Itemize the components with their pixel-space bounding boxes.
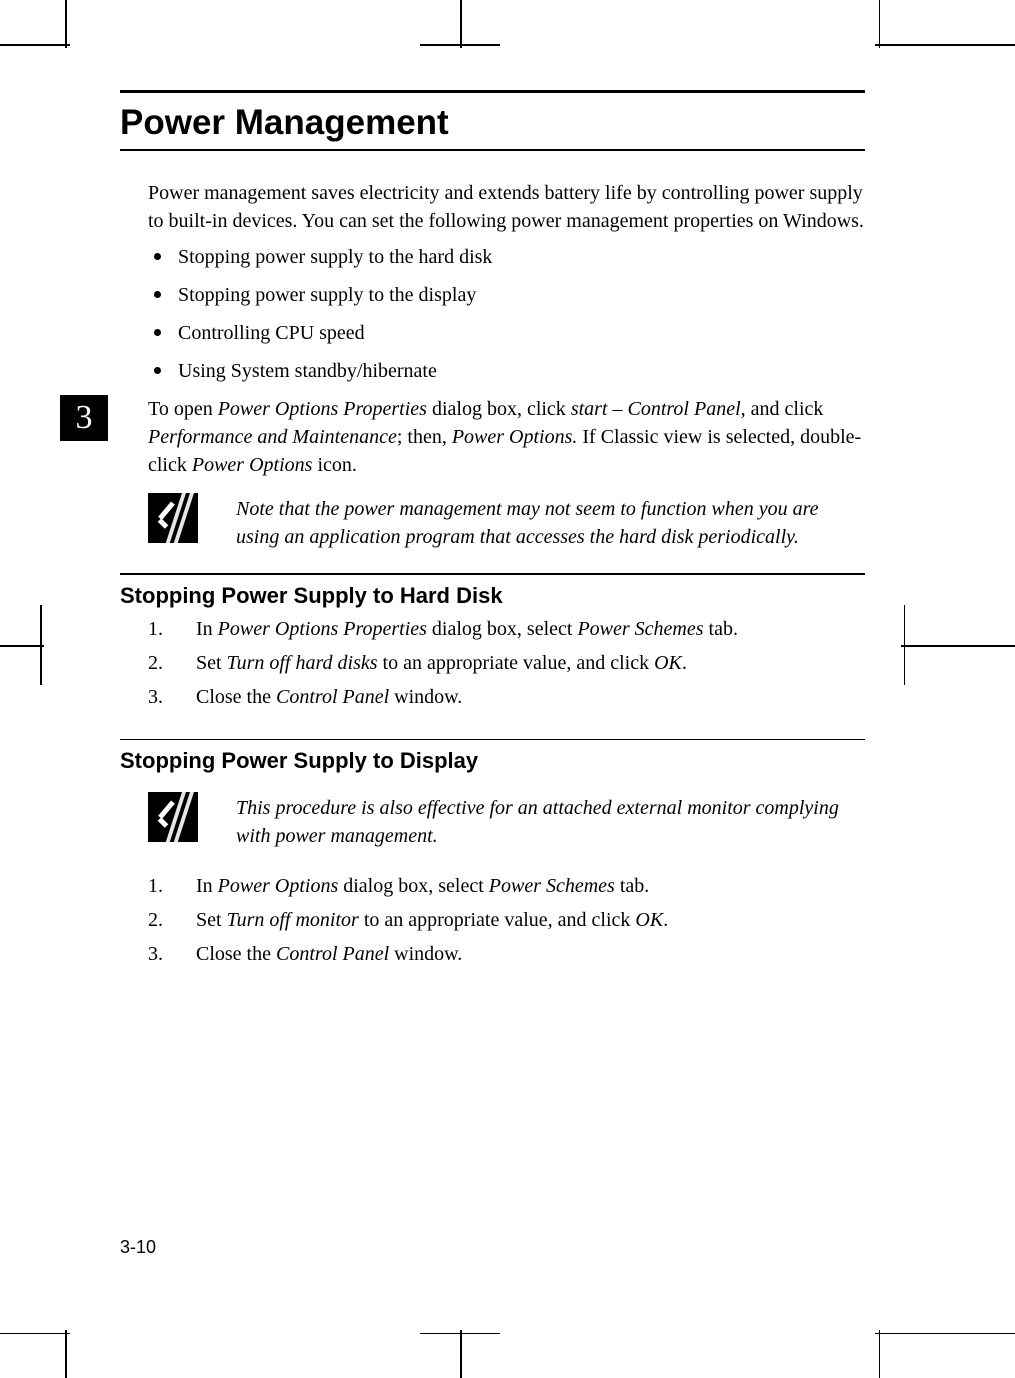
crop-mark (0, 44, 70, 46)
italic-run: Power Options. (452, 426, 578, 448)
text-run: ; then, (397, 426, 452, 448)
text-run: To open (148, 398, 218, 420)
italic-run: Power Options (192, 454, 313, 476)
italic-run: Control Panel (276, 943, 389, 965)
text-run: . (663, 909, 668, 931)
text-run: , and click (741, 398, 824, 420)
note-text: Note that the power management may not s… (236, 493, 865, 551)
italic-run: Power Schemes (489, 875, 615, 897)
italic-run: OK (635, 909, 663, 931)
text-run: Set (196, 652, 227, 674)
checkmark-icon (148, 792, 198, 842)
list-item: Stopping power supply to the hard disk (148, 243, 865, 271)
crop-mark (879, 1330, 881, 1378)
steps-list: In Power Options Properties dialog box, … (148, 615, 865, 711)
list-item: Using System standby/hibernate (148, 357, 865, 385)
note-text: This procedure is also effective for an … (236, 792, 865, 850)
heading-rule (120, 149, 865, 151)
crop-mark (0, 645, 44, 647)
page-title: Power Management (120, 103, 865, 143)
crop-mark (901, 645, 1015, 647)
text-run: . (682, 652, 687, 674)
open-instructions: To open Power Options Properties dialog … (148, 395, 865, 479)
list-item: Controlling CPU speed (148, 319, 865, 347)
heading-rule (120, 90, 865, 93)
italic-run: Power Options (218, 875, 339, 897)
crop-mark (875, 44, 1015, 46)
feature-bullets: Stopping power supply to the hard disk S… (148, 243, 865, 385)
page-number: 3-10 (120, 1237, 156, 1258)
section-rule (120, 739, 865, 741)
crop-mark (65, 0, 67, 48)
crop-mark (65, 1330, 67, 1378)
text-run: window. (389, 686, 462, 708)
list-item: Stopping power supply to the display (148, 281, 865, 309)
italic-run: Turn off monitor (227, 909, 359, 931)
italic-run: Power Schemes (577, 618, 703, 640)
text-run: icon. (312, 454, 356, 476)
text-run: dialog box, select (427, 618, 578, 640)
italic-run: Turn off hard disks (227, 652, 378, 674)
italic-run: Power Options Properties (218, 618, 427, 640)
intro-paragraph: Power management saves electricity and e… (148, 179, 865, 235)
list-item: Set Turn off hard disks to an appropriat… (148, 649, 865, 677)
text-run: to an appropriate value, and click (359, 909, 636, 931)
page-content: Power Management Power management saves … (120, 90, 865, 974)
section-rule (120, 573, 865, 575)
list-item: Set Turn off monitor to an appropriate v… (148, 906, 865, 934)
crop-mark (420, 44, 500, 46)
chapter-tab: 3 (60, 395, 108, 441)
text-run: dialog box, click (427, 398, 571, 420)
list-item: In Power Options Properties dialog box, … (148, 615, 865, 643)
section-heading: Stopping Power Supply to Display (120, 748, 865, 774)
steps-list: In Power Options dialog box, select Powe… (148, 872, 865, 968)
crop-mark (460, 0, 462, 48)
section-heading: Stopping Power Supply to Hard Disk (120, 583, 865, 609)
list-item: Close the Control Panel window. (148, 683, 865, 711)
crop-mark (875, 1333, 1015, 1335)
text-run: to an appropriate value, and click (378, 652, 655, 674)
italic-run: start – Control Panel (571, 398, 741, 420)
text-run: Set (196, 909, 227, 931)
italic-run: OK (654, 652, 682, 674)
text-run: In (196, 618, 218, 640)
text-run: tab. (615, 875, 649, 897)
text-run: tab. (704, 618, 738, 640)
crop-mark (0, 1333, 70, 1335)
list-item: Close the Control Panel window. (148, 940, 865, 968)
note-block: Note that the power management may not s… (148, 493, 865, 551)
crop-mark (420, 1333, 500, 1335)
italic-run: Performance and Maintenance (148, 426, 397, 448)
text-run: Close the (196, 943, 276, 965)
crop-mark (879, 0, 881, 48)
checkmark-icon (148, 493, 198, 543)
crop-mark (460, 1330, 462, 1378)
text-run: window. (389, 943, 462, 965)
text-run: dialog box, select (338, 875, 489, 897)
note-block: This procedure is also effective for an … (148, 792, 865, 850)
italic-run: Power Options Properties (218, 398, 427, 420)
list-item: In Power Options dialog box, select Powe… (148, 872, 865, 900)
text-run: Close the (196, 686, 276, 708)
chapter-number: 3 (76, 399, 93, 437)
italic-run: Control Panel (276, 686, 389, 708)
text-run: In (196, 875, 218, 897)
